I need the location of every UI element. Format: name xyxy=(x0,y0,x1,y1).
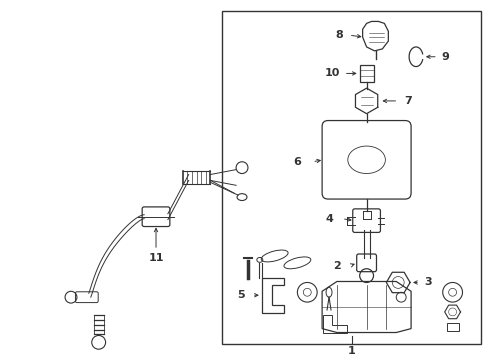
Text: 2: 2 xyxy=(332,261,340,271)
Text: 1: 1 xyxy=(347,346,355,356)
Bar xyxy=(359,64,373,82)
Text: 3: 3 xyxy=(423,278,431,288)
Text: 10: 10 xyxy=(324,68,339,78)
Text: 5: 5 xyxy=(237,290,244,300)
Text: 9: 9 xyxy=(441,52,448,62)
Text: 4: 4 xyxy=(325,214,332,224)
Text: 6: 6 xyxy=(293,157,301,167)
Bar xyxy=(222,11,480,344)
Text: 8: 8 xyxy=(334,30,342,40)
Text: 11: 11 xyxy=(148,253,163,263)
Bar xyxy=(446,323,458,330)
Text: 7: 7 xyxy=(404,96,411,106)
